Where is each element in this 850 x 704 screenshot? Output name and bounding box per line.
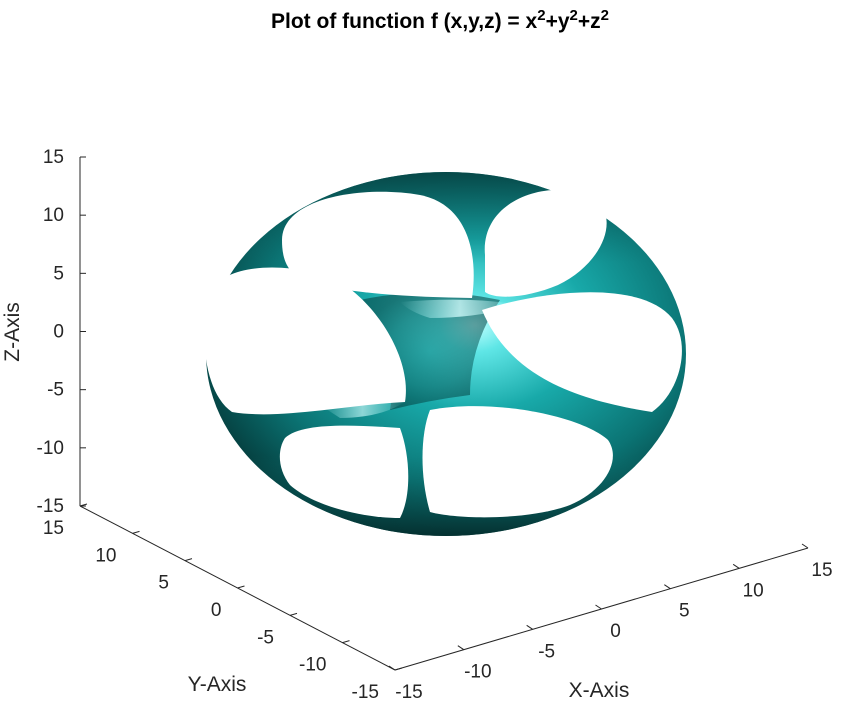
x-tick-mark xyxy=(664,584,671,590)
surface-holes xyxy=(204,189,682,518)
surface-highlight-top xyxy=(400,299,520,318)
y-tick-mark xyxy=(132,530,140,534)
y-tick-label: -15 xyxy=(352,682,379,703)
x-tick-mark xyxy=(732,563,740,569)
y-tick-mark xyxy=(237,585,245,589)
y-tick-mark xyxy=(289,612,298,616)
y-tick-mark xyxy=(184,558,193,562)
hole-left xyxy=(204,267,406,415)
x-tick-label: 5 xyxy=(679,601,690,622)
y-tick-label: 0 xyxy=(211,600,222,621)
x-tick-label: -5 xyxy=(538,641,555,662)
surface-plot xyxy=(204,172,686,536)
x-tick-mark xyxy=(526,624,533,630)
hole-right xyxy=(482,292,682,412)
hole-bottom-left xyxy=(279,425,409,518)
y-tick-mark xyxy=(342,640,350,644)
y-tick-label: 10 xyxy=(95,545,116,566)
y-tick-mark xyxy=(79,503,88,507)
z-axis-ticks: 15 10 5 0 -5 -10 -15 xyxy=(37,147,86,517)
x-axis-label: X-Axis xyxy=(569,679,630,702)
x-tick-label: -10 xyxy=(464,662,491,683)
x-tick-label: 15 xyxy=(811,560,832,581)
x-tick-mark xyxy=(388,665,396,671)
y-axis-ticks: -15 -10 -5 0 5 10 15 xyxy=(43,503,403,703)
title-exponent-2: 2 xyxy=(570,7,578,24)
y-tick-mark xyxy=(394,667,403,671)
z-tick-label: 5 xyxy=(53,263,64,284)
z-tick-label: -5 xyxy=(47,380,64,401)
y-tick-label: 15 xyxy=(43,518,64,539)
title-exponent-3: 2 xyxy=(601,7,609,24)
x-tick-mark xyxy=(457,645,465,651)
title-exponent-1: 2 xyxy=(537,7,545,24)
y-axis-label: Y-Axis xyxy=(188,673,247,696)
chart-title: Plot of function f (x,y,z) = x2+y2+z2 xyxy=(271,7,609,33)
x-axis-ticks: -15 -10 -5 0 5 10 15 xyxy=(388,543,833,703)
title-mid-2: +z xyxy=(578,10,601,33)
y-tick-label: -10 xyxy=(299,655,326,676)
title-mid-1: +y xyxy=(546,10,570,33)
hole-top-left xyxy=(282,191,474,298)
x-tick-label: -15 xyxy=(395,682,422,703)
hole-bottom-right xyxy=(422,406,613,518)
z-tick-label: 0 xyxy=(53,322,64,343)
x-tick-label: 10 xyxy=(743,580,764,601)
z-tick-label: -15 xyxy=(37,496,64,517)
hole-top-right xyxy=(484,189,607,297)
x-tick-mark xyxy=(801,543,809,549)
x-tick-label: 0 xyxy=(610,621,621,642)
x-tick-mark xyxy=(595,604,602,610)
title-prefix: Plot of function f (x,y,z) = x xyxy=(271,10,538,33)
z-tick-label: 15 xyxy=(43,147,64,168)
z-axis-label: Z-Axis xyxy=(1,302,24,362)
y-tick-label: 5 xyxy=(158,573,169,594)
z-tick-label: 10 xyxy=(43,205,64,226)
y-tick-label: -5 xyxy=(257,627,274,648)
z-tick-label: -10 xyxy=(37,438,64,459)
